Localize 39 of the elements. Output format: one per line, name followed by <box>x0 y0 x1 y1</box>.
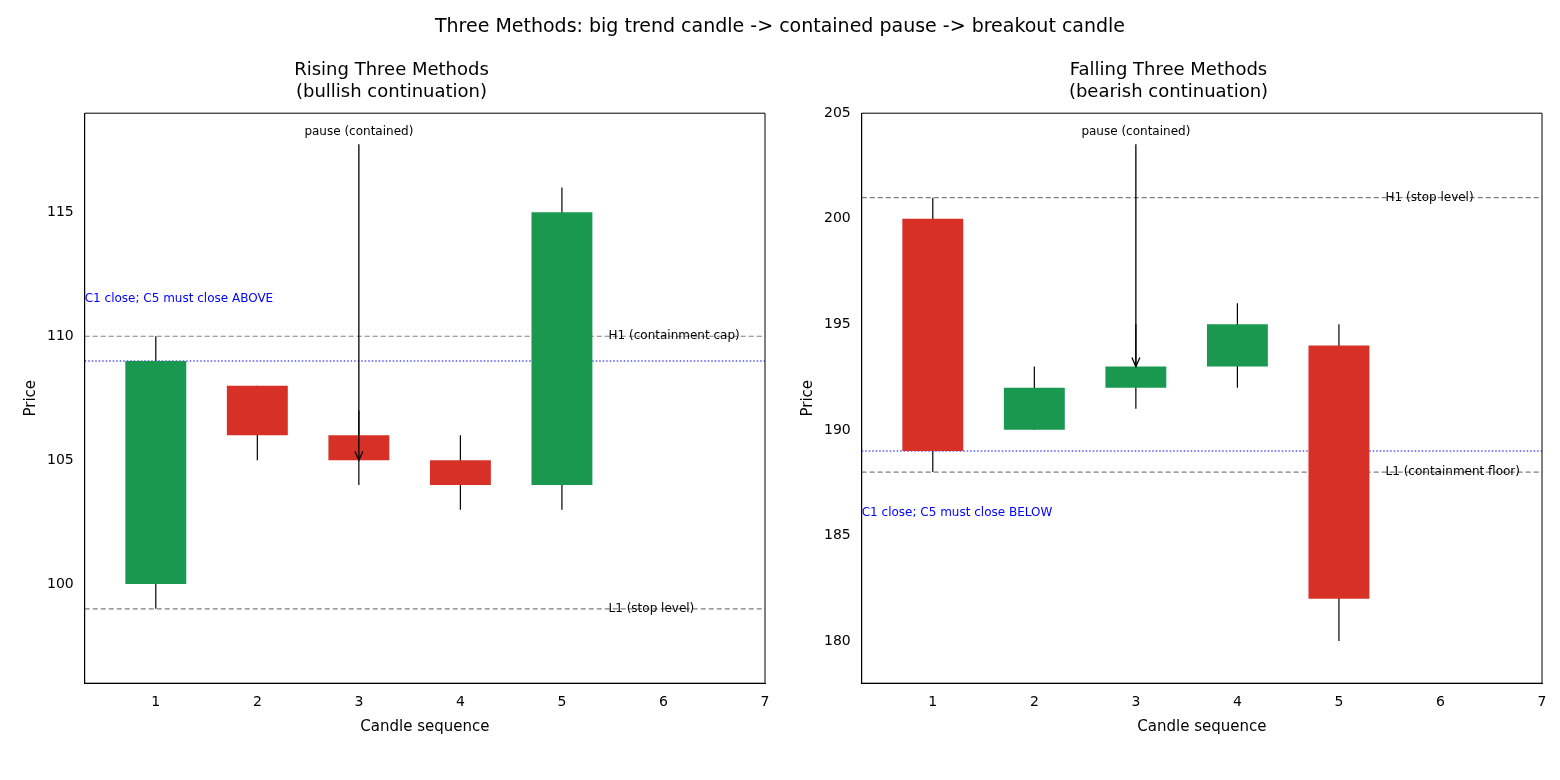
y-tick-label: 110 <box>46 326 74 343</box>
ref-line-label: L1 (containment floor) <box>1385 464 1520 479</box>
chart-title: Rising Three Methods (bullish continuation) <box>294 58 489 102</box>
x-tick-label: 4 <box>1232 693 1242 710</box>
x-tick-label: 6 <box>659 693 669 710</box>
y-tick-label: 105 <box>46 450 74 467</box>
x-tick-label: 5 <box>1334 693 1344 710</box>
y-tick-label: 195 <box>823 314 851 331</box>
x-tick-label: 7 <box>1537 693 1547 710</box>
x-tick-label: 2 <box>1029 693 1039 710</box>
ref-line-label: C1 close; C5 must close BELOW <box>861 505 1053 520</box>
y-axis-title: Price <box>20 379 39 417</box>
text: Three Methods: big trend candle -> contained pause -> breakout candle <box>433 13 1127 38</box>
x-axis-title: Candle sequence <box>1137 716 1267 735</box>
y-tick-label: 190 <box>823 420 851 437</box>
x-tick-label: 7 <box>760 693 770 710</box>
annotation: pause (contained) <box>1081 124 1191 139</box>
chart-title: Falling Three Methods (bearish continuation) <box>1068 58 1269 102</box>
ref-line-label: H1 (containment cap) <box>608 328 740 343</box>
x-axis-title: Candle sequence <box>360 716 490 735</box>
y-axis-title: Price <box>797 379 816 417</box>
y-tick-label: 205 <box>823 103 851 120</box>
ref-line-label: C1 close; C5 must close ABOVE <box>84 291 274 306</box>
ref-line-label: L1 (stop level) <box>608 600 695 615</box>
y-tick-label: 185 <box>823 526 851 543</box>
y-tick-label: 180 <box>823 631 851 648</box>
x-tick-label: 3 <box>354 693 364 710</box>
y-tick-label: 100 <box>46 574 74 591</box>
ref-line-label: H1 (stop level) <box>1385 189 1474 204</box>
y-tick-label: 115 <box>46 202 74 219</box>
x-tick-label: 5 <box>557 693 567 710</box>
x-tick-label: 1 <box>928 693 938 710</box>
x-tick-label: 2 <box>252 693 262 710</box>
x-tick-label: 1 <box>151 693 161 710</box>
y-tick-label: 200 <box>823 209 851 226</box>
annotation: pause (contained) <box>304 124 414 139</box>
x-tick-label: 6 <box>1436 693 1446 710</box>
x-tick-label: 3 <box>1131 693 1141 710</box>
x-tick-label: 4 <box>455 693 465 710</box>
